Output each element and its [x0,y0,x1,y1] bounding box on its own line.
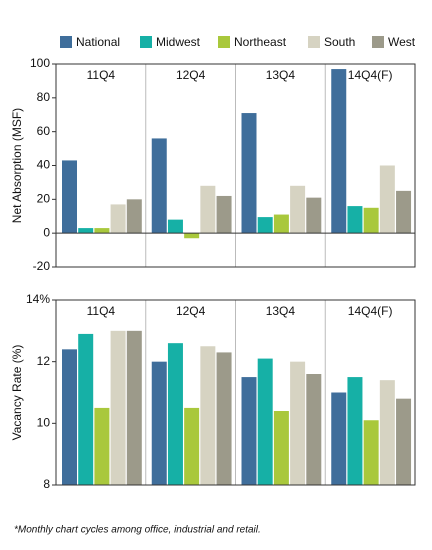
y-axis-label: Vacancy Rate (%) [10,345,24,441]
y-tick-label: 80 [37,90,51,104]
legend-label: National [76,35,120,49]
bar [151,361,167,485]
bar [379,380,395,485]
bar [257,358,273,485]
bar [396,190,412,234]
bar [216,195,232,234]
bar [331,69,347,234]
bar [306,197,322,234]
category-label: 11Q4 [87,304,116,318]
bar [347,377,363,485]
bar [151,138,167,234]
legend-swatch [140,36,152,48]
category-label: 14Q4(F) [348,304,393,318]
bar [363,420,379,485]
y-tick-label: 0 [43,225,50,239]
bar [331,392,347,485]
bar [184,407,200,485]
bar [200,185,216,234]
category-label: 14Q4(F) [348,68,393,82]
y-tick-label: 40 [37,158,51,172]
y-axis-label: Net Absorption (MSF) [10,108,24,223]
footnote: *Monthly chart cycles among office, indu… [14,525,261,536]
bar [167,219,183,234]
bar [94,228,110,234]
y-tick-label: 100 [30,56,50,70]
category-label: 12Q4 [176,304,206,318]
category-label: 13Q4 [266,68,296,82]
legend-label: South [324,35,355,49]
legend-label: Northeast [234,35,287,49]
y-tick-label: 8 [43,477,50,491]
plot-frame [55,63,416,268]
bar [241,377,257,485]
bar [110,330,126,485]
y-tick-label: 12 [37,354,51,368]
y-tick-label: 20 [37,192,51,206]
bar [290,361,306,485]
bar [347,206,363,234]
bar [126,199,142,234]
bar [290,185,306,234]
legend-swatch [308,36,320,48]
plot-frame [55,299,416,486]
bar [379,165,395,234]
legend-swatch [218,36,230,48]
y-tick-label: 10 [37,416,51,430]
y-tick-label: -20 [33,259,51,273]
legend-label: Midwest [156,35,201,49]
bar [257,217,273,234]
bar [241,113,257,234]
bar [273,411,289,485]
y-tick-label: 60 [37,124,51,138]
y-tick-label: 14% [26,292,50,306]
bar [306,374,322,485]
legend-swatch [372,36,384,48]
bar [167,343,183,485]
legend-label: West [388,35,416,49]
bar [110,204,126,234]
bar [216,352,232,485]
bar [184,233,200,239]
bar [363,207,379,234]
legend-swatch [60,36,72,48]
bar [62,160,77,234]
bar [94,407,110,485]
bar [78,228,94,234]
bar [62,349,77,485]
bar [273,214,289,234]
category-label: 13Q4 [266,304,296,318]
bar [126,330,142,485]
bar [78,333,94,485]
bar [200,346,216,485]
bar [396,398,412,485]
category-label: 11Q4 [87,68,116,82]
category-label: 12Q4 [176,68,206,82]
